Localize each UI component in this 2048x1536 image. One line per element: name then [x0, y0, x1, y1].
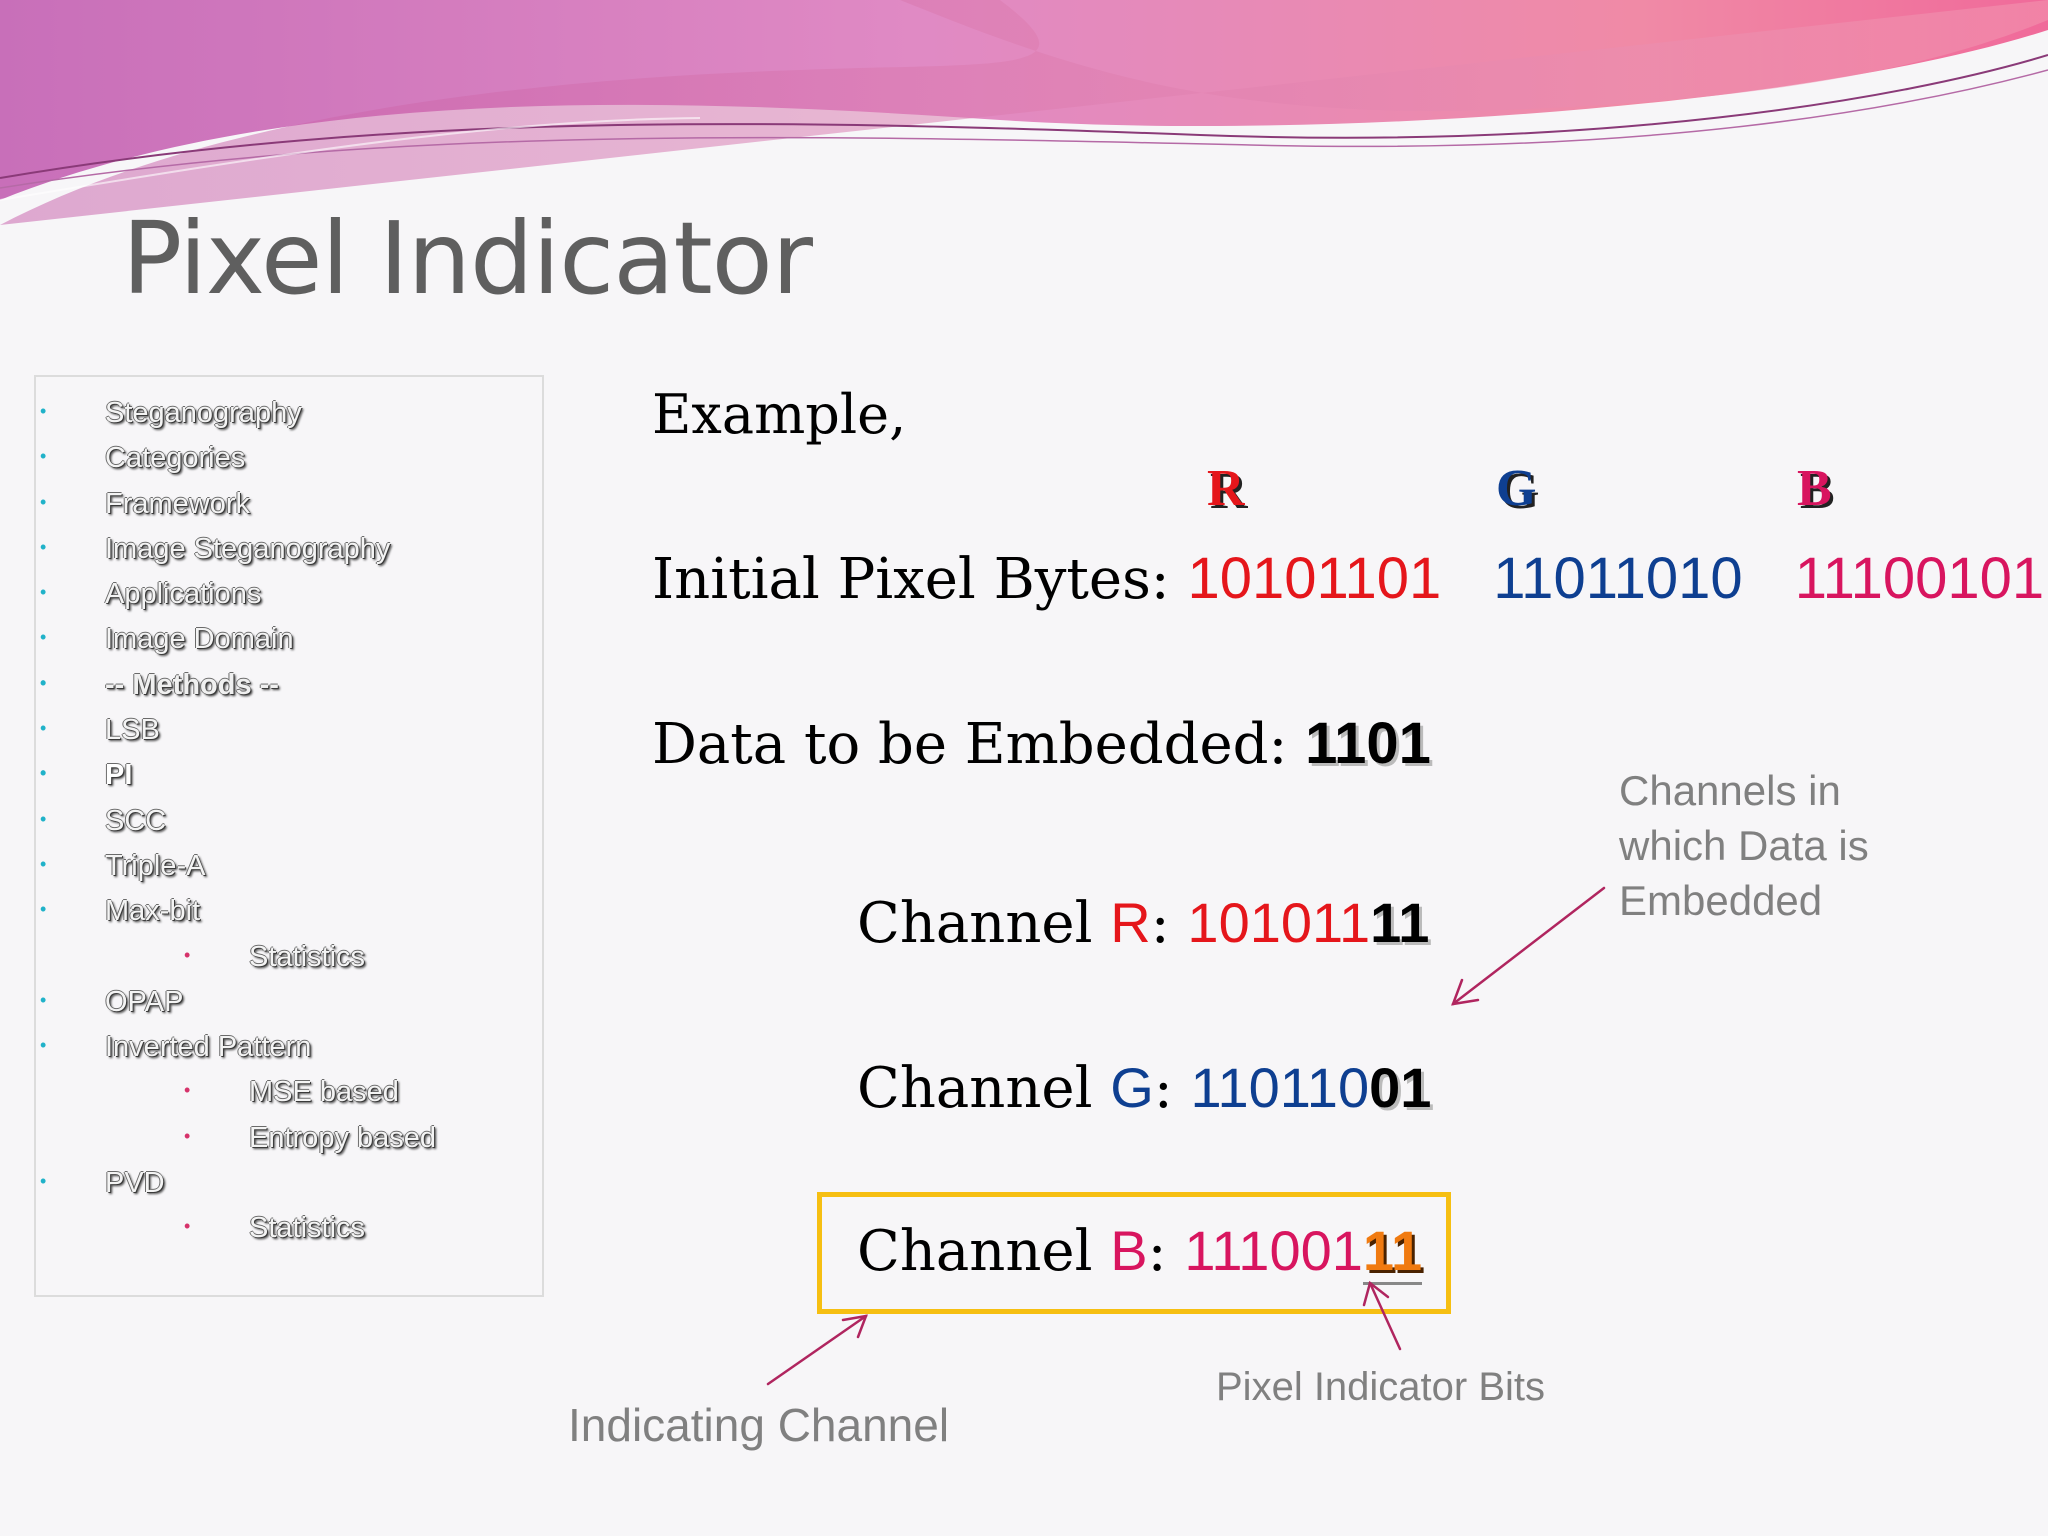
pixel-indicator-bits: 11 — [1362, 1219, 1423, 1285]
bullet-icon: • — [40, 853, 47, 874]
bullet-icon: • — [40, 491, 47, 512]
data-label: Data to be Embedded: — [652, 712, 1306, 777]
bullet-icon: • — [40, 808, 47, 829]
outline-item-label: Steganography — [105, 397, 302, 429]
outline-item: • Steganography — [36, 391, 542, 436]
outline-item-label: Image Steganography — [105, 532, 391, 565]
channel-g-bits: 110110 — [1190, 1056, 1370, 1119]
background-wave — [0, 0, 2048, 225]
bullet-icon: • — [40, 1035, 47, 1056]
outline-item-label: PI — [105, 759, 133, 792]
channel-g-row: Channel G: 11011001 — [857, 1055, 1431, 1121]
outline-item: • Image Domain — [36, 617, 542, 662]
channel-g-embedded-bits: 01 — [1369, 1056, 1432, 1119]
bullet-icon: • — [40, 989, 47, 1010]
bullet-icon: • — [40, 446, 47, 467]
outline-item: • SCC — [36, 799, 542, 844]
channel-r-name: R — [1110, 891, 1151, 954]
bullet-icon: • — [40, 582, 47, 603]
channel-b-name: B — [1110, 1219, 1148, 1282]
outline-item: • MSE based — [36, 1070, 542, 1115]
outline-item-label: Image Domain — [105, 623, 294, 656]
initial-r-bits: 10101101 — [1187, 546, 1442, 611]
outline-item-label: -- Methods -- — [105, 668, 279, 701]
outline-item-label: Applications — [105, 578, 262, 611]
outline-item: • PI — [36, 753, 542, 798]
bullet-icon: • — [40, 718, 47, 739]
bullet-icon: • — [184, 1216, 191, 1237]
channel-sep: : — [1153, 1056, 1191, 1121]
outline-item: • -- Methods -- — [36, 663, 542, 708]
note-pixel-indicator-bits: Pixel Indicator Bits — [1216, 1365, 1546, 1409]
channel-prefix: Channel — [857, 1056, 1111, 1121]
outline-item-label: MSE based — [249, 1076, 399, 1109]
outline-item-label: Framework — [105, 487, 251, 520]
sidebar-outline: • Steganography • Categories • Framework • Imag… — [34, 375, 544, 1297]
outline-item: • Applications — [36, 572, 542, 617]
header-b: B — [1797, 460, 1832, 517]
header-r: R — [1207, 460, 1245, 517]
initial-pixel-bytes-row: Initial Pixel Bytes: 10101101 11011010 111… — [652, 545, 2044, 612]
bullet-icon: • — [40, 763, 47, 784]
outline-item-label: Triple-A — [105, 849, 206, 882]
note-channels-embedded: Channels in which Data is Embedded — [1619, 767, 1869, 924]
channel-prefix: Channel — [857, 891, 1111, 956]
channel-r-bits: 101011 — [1187, 891, 1371, 954]
channel-prefix: Channel — [857, 1219, 1111, 1284]
bullet-icon: • — [40, 536, 47, 557]
initial-label: Initial Pixel Bytes: — [652, 547, 1188, 612]
outline-item-label: Max-bit — [105, 895, 201, 928]
outline-item-label: Categories — [105, 442, 246, 475]
outline-item-label: PVD — [105, 1167, 165, 1200]
bullet-icon: • — [40, 627, 47, 648]
bullet-icon: • — [184, 944, 191, 965]
bullet-icon: • — [40, 1171, 47, 1192]
outline-list: • Steganography • Categories • Framework • Imag… — [36, 377, 542, 1252]
outline-item: • Entropy based — [36, 1116, 542, 1161]
channel-r-embedded-bits: 11 — [1370, 891, 1430, 954]
outline-item-label: LSB — [105, 714, 160, 747]
bullet-icon: • — [184, 1125, 191, 1146]
channel-b-bits: 111001 — [1184, 1219, 1363, 1282]
example-label: Example, — [652, 383, 907, 446]
initial-b-bits: 11100101 — [1794, 546, 2045, 611]
outline-item: • Inverted Pattern — [36, 1025, 542, 1070]
slide-title: Pixel Indicator — [122, 200, 813, 317]
outline-item: • LSB — [36, 708, 542, 753]
note-indicating-channel: Indicating Channel — [568, 1399, 950, 1451]
outline-item: • Triple-A — [36, 844, 542, 889]
outline-item: • Max-bit — [36, 889, 542, 934]
outline-item: • Categories — [36, 436, 542, 481]
channel-b-row: Channel B: 11100111 — [857, 1218, 1423, 1285]
bullet-icon: • — [184, 1080, 191, 1101]
outline-item: • Framework — [36, 482, 542, 527]
outline-item-label: Statistics — [249, 1212, 366, 1245]
outline-item-label: Entropy based — [249, 1121, 437, 1154]
outline-item-label: SCC — [105, 804, 167, 837]
outline-item: • Statistics — [36, 935, 542, 980]
header-g: G — [1496, 460, 1537, 517]
data-value: 1101 — [1305, 711, 1431, 776]
outline-item-label: Inverted Pattern — [105, 1031, 312, 1064]
channel-sep: : — [1147, 1219, 1185, 1284]
initial-g-bits: 11011010 — [1493, 546, 1743, 611]
outline-item: • PVD — [36, 1161, 542, 1206]
bullet-icon: • — [40, 899, 47, 920]
outline-item: • OPAP — [36, 980, 542, 1025]
data-embedded-row: Data to be Embedded: 1101 — [652, 710, 1431, 777]
outline-item-label: Statistics — [249, 940, 366, 973]
channel-g-name: G — [1110, 1056, 1154, 1119]
outline-item: • Image Steganography — [36, 527, 542, 572]
bullet-icon: • — [40, 401, 47, 421]
channel-r-row: Channel R: 10101111 — [857, 890, 1429, 956]
indicator-channel-box — [817, 1192, 1451, 1314]
outline-item: • Statistics — [36, 1206, 542, 1251]
outline-item-label: OPAP — [105, 985, 184, 1018]
bullet-icon: • — [40, 672, 47, 693]
channel-sep: : — [1150, 891, 1188, 956]
